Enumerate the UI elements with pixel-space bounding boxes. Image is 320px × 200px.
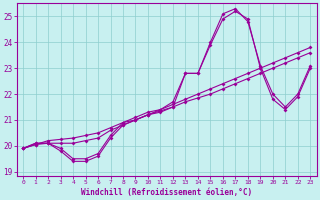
X-axis label: Windchill (Refroidissement éolien,°C): Windchill (Refroidissement éolien,°C) (81, 188, 252, 197)
